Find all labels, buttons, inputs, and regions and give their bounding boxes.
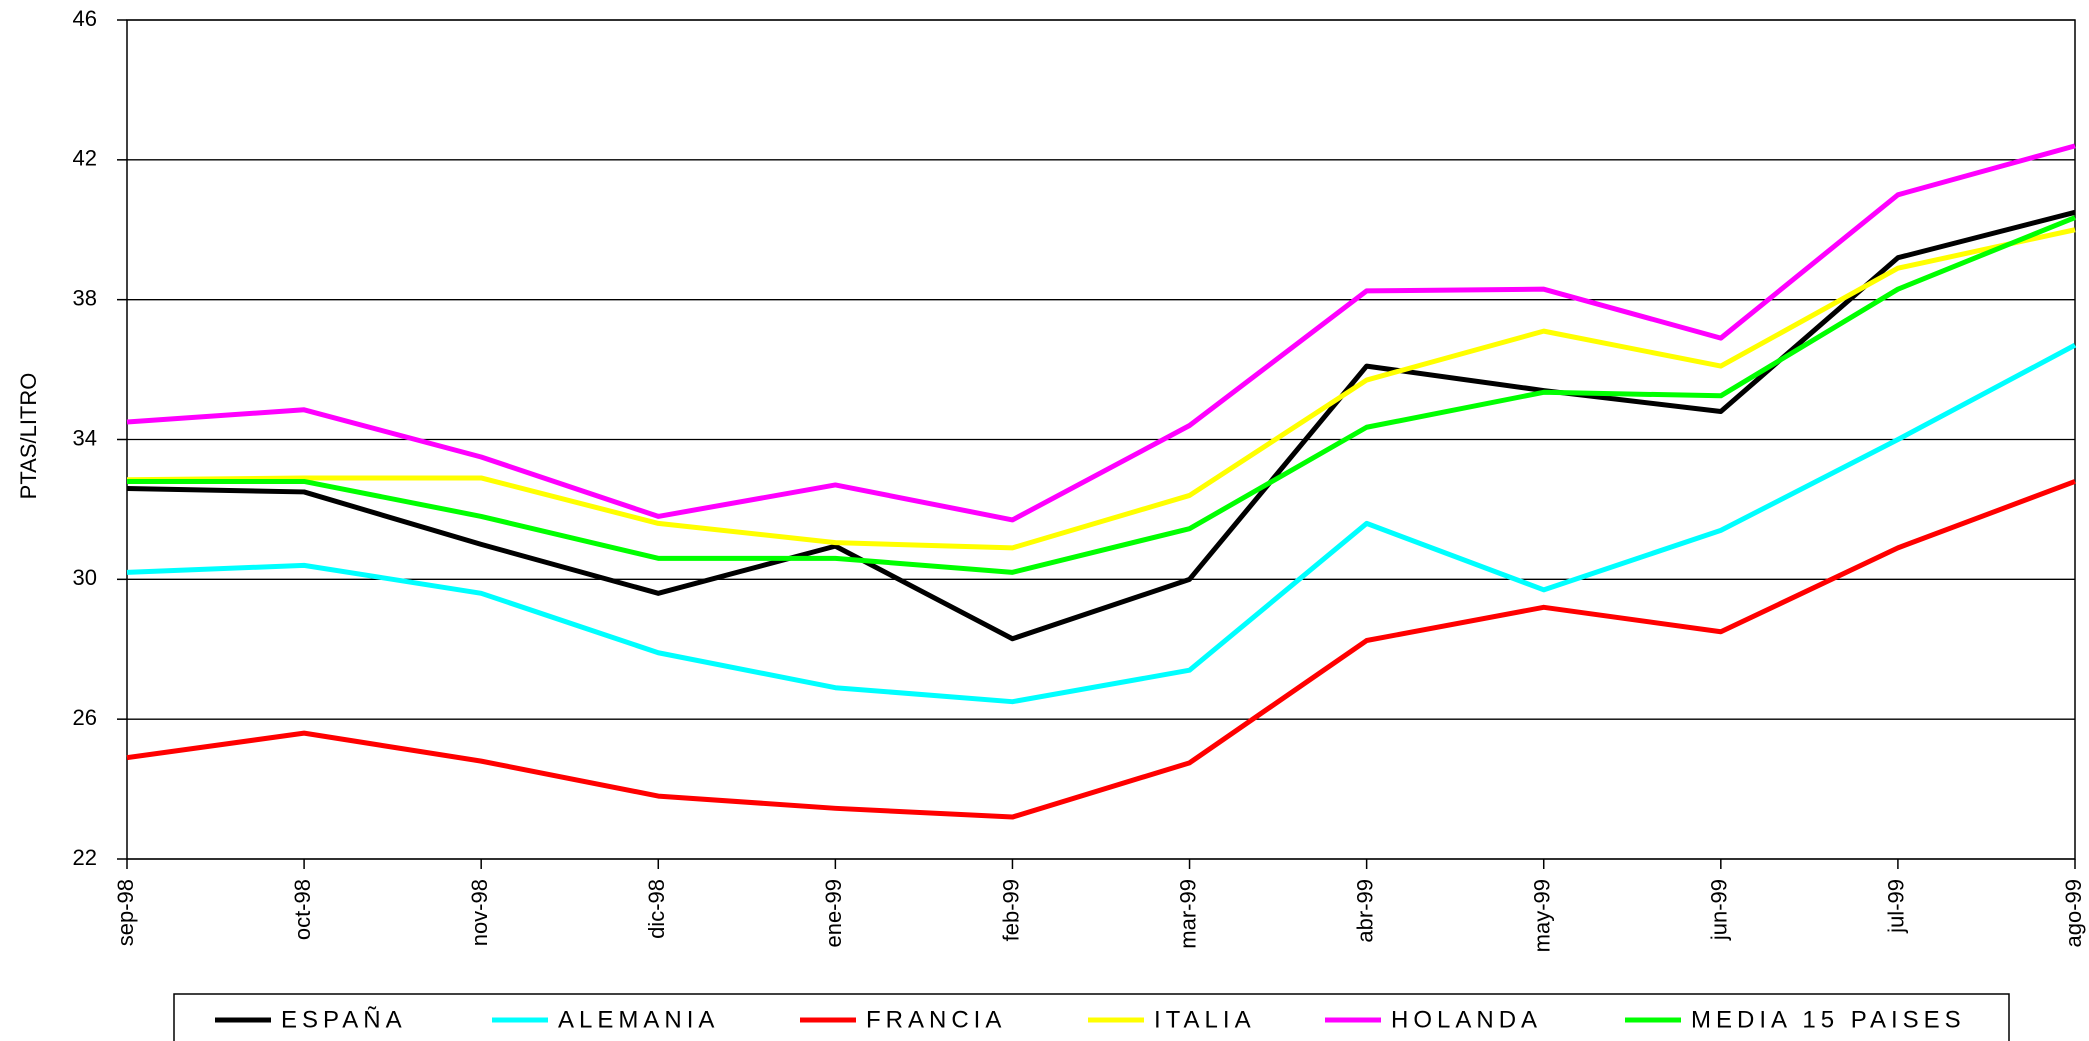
y-tick-label: 46 bbox=[73, 6, 97, 31]
plot-frame bbox=[126, 19, 2076, 860]
y-tick-label: 42 bbox=[73, 146, 97, 171]
series-line bbox=[126, 227, 2076, 551]
x-tick-label: jun-99 bbox=[1707, 879, 1732, 941]
y-tick-label: 34 bbox=[73, 425, 97, 450]
y-tick-label: 22 bbox=[73, 845, 97, 870]
x-tick-label: jul-99 bbox=[1884, 879, 1909, 934]
x-tick-label: ago-99 bbox=[2061, 879, 2086, 948]
legend-label: FRANCIA bbox=[866, 1006, 1006, 1033]
legend-label: ESPAÑA bbox=[281, 1006, 407, 1033]
series-line bbox=[126, 209, 2076, 642]
legend-label: ITALIA bbox=[1154, 1006, 1256, 1033]
y-tick-label: 38 bbox=[73, 285, 97, 310]
series-line bbox=[126, 342, 2077, 705]
y-axis-label: PTAS/LITRO bbox=[16, 373, 41, 500]
legend-label: HOLANDA bbox=[1391, 1006, 1542, 1033]
x-tick-label: mar-99 bbox=[1175, 879, 1200, 949]
series-line bbox=[127, 215, 2076, 575]
x-tick-label: abr-99 bbox=[1352, 879, 1377, 943]
series-line bbox=[126, 479, 2076, 820]
y-tick-label: 30 bbox=[73, 565, 97, 590]
legend-label: MEDIA 15 PAISES bbox=[1691, 1006, 1966, 1033]
x-tick-label: nov-98 bbox=[467, 879, 492, 946]
series-line bbox=[126, 143, 2076, 523]
y-tick-label: 26 bbox=[73, 705, 97, 730]
x-tick-label: dic-98 bbox=[644, 879, 669, 939]
x-tick-label: sep-98 bbox=[113, 879, 138, 946]
x-tick-label: feb-99 bbox=[998, 879, 1023, 941]
x-tick-label: oct-98 bbox=[290, 879, 315, 940]
legend-label: ALEMANIA bbox=[558, 1006, 719, 1033]
x-tick-label: ene-99 bbox=[821, 879, 846, 948]
x-tick-label: may-99 bbox=[1530, 879, 1555, 952]
